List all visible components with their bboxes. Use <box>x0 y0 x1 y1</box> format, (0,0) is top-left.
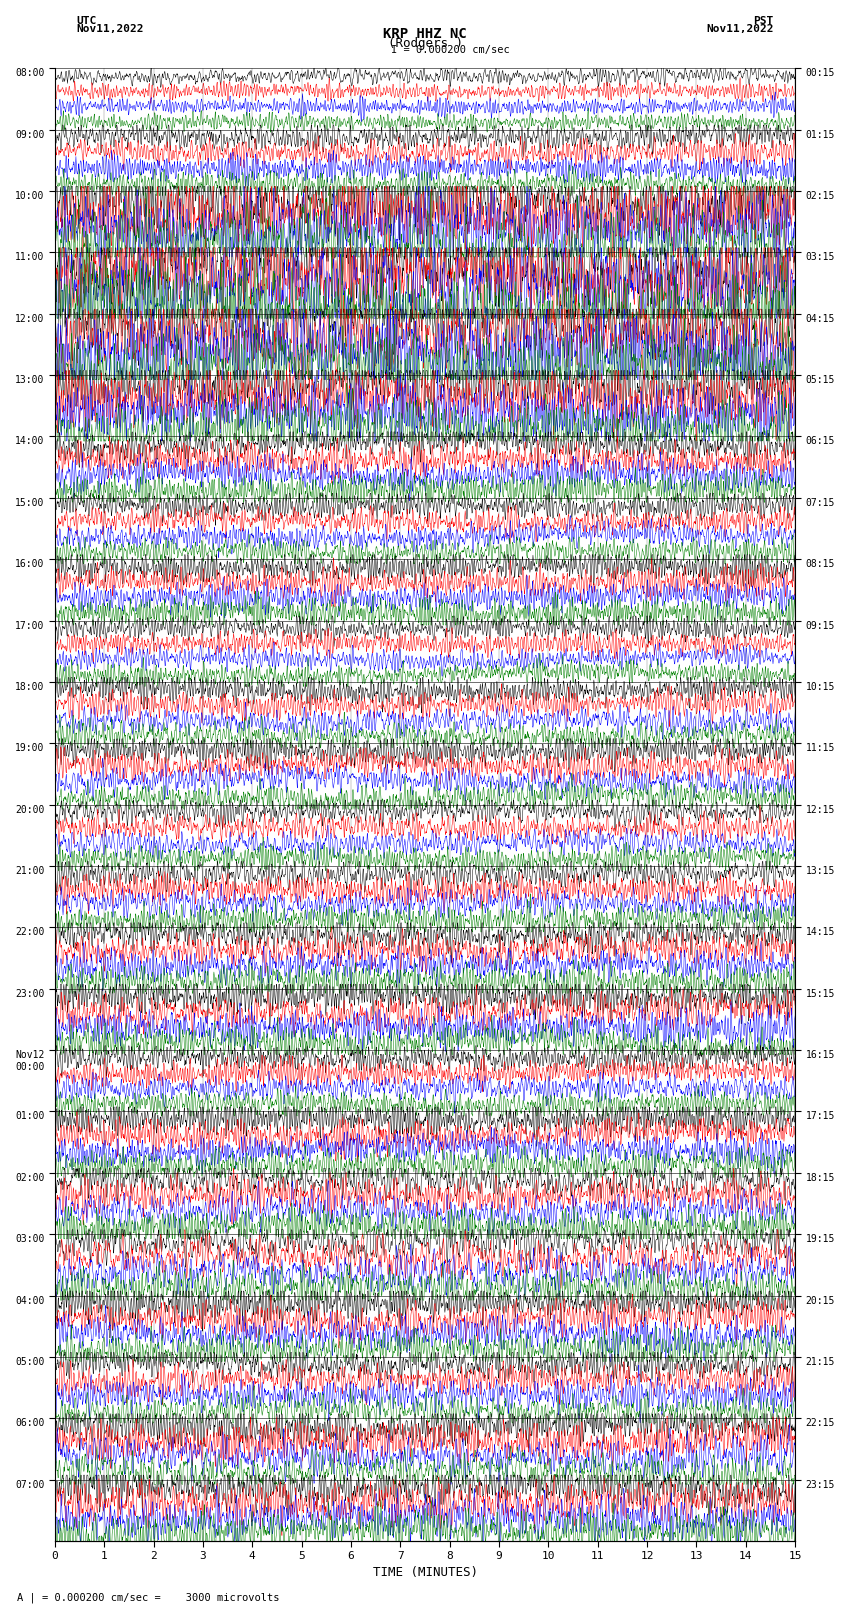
Text: I = 0.000200 cm/sec: I = 0.000200 cm/sec <box>391 45 510 55</box>
Text: A | = 0.000200 cm/sec =    3000 microvolts: A | = 0.000200 cm/sec = 3000 microvolts <box>17 1592 280 1603</box>
Text: UTC: UTC <box>76 16 97 26</box>
X-axis label: TIME (MINUTES): TIME (MINUTES) <box>372 1566 478 1579</box>
Text: KRP HHZ NC: KRP HHZ NC <box>383 27 467 42</box>
Text: Nov11,2022: Nov11,2022 <box>76 24 144 34</box>
Text: Nov11,2022: Nov11,2022 <box>706 24 774 34</box>
Text: (Rodgers ): (Rodgers ) <box>388 37 462 50</box>
Text: PST: PST <box>753 16 774 26</box>
